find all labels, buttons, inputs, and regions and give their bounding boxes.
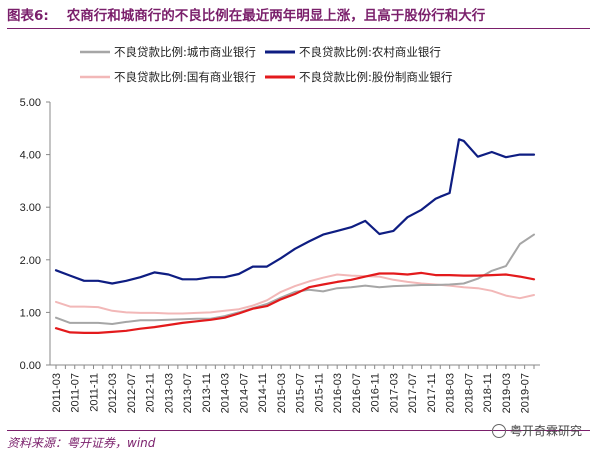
y-tick-label: 3.00 — [20, 202, 41, 214]
y-tick-label: 2.00 — [20, 255, 41, 267]
legend-label-city: 不良贷款比例:城市商业银行 — [114, 45, 256, 59]
x-tick-label: 2013-03 — [163, 373, 175, 413]
x-tick-label: 2014-03 — [220, 373, 232, 413]
legend-label-state: 不良贷款比例:国有商业银行 — [114, 70, 256, 84]
x-tick-label: 2018-11 — [482, 373, 494, 413]
figure-number: 图表6: — [7, 8, 49, 24]
series-line-state — [55, 273, 535, 315]
x-tick-label: 2017-11 — [426, 373, 438, 413]
x-tick-label: 2015-07 — [295, 373, 307, 413]
source-note: 资料来源：粤开证券，wind — [7, 436, 156, 450]
x-tick-label: 2018-07 — [463, 373, 475, 413]
figure-header: 图表6: 农商行和城商行的不良比例在最近两年明显上涨，且高于股份行和大行 — [7, 4, 592, 28]
x-tick-label: 2012-07 — [126, 373, 138, 413]
header-rule — [7, 28, 590, 29]
wechat-icon — [491, 423, 506, 438]
footer-rule — [7, 430, 590, 431]
watermark-text: 粤开奇霖研究 — [509, 424, 582, 438]
x-tick-label: 2016-03 — [332, 373, 344, 413]
x-tick-label: 2017-07 — [407, 373, 419, 413]
x-tick-label: 2016-07 — [351, 373, 363, 413]
y-tick-label: 4.00 — [20, 150, 41, 162]
x-tick-label: 2016-11 — [370, 373, 382, 413]
x-tick-label: 2011-03 — [51, 373, 63, 413]
figure-title: 农商行和城商行的不良比例在最近两年明显上涨，且高于股份行和大行 — [66, 8, 486, 24]
x-tick-label: 2017-03 — [388, 373, 400, 413]
x-tick-label: 2011-07 — [70, 373, 82, 413]
x-tick-label: 2018-03 — [445, 373, 457, 413]
x-tick-label: 2014-11 — [257, 373, 269, 413]
x-tick-label: 2014-07 — [238, 373, 250, 413]
x-tick-label: 2015-11 — [313, 373, 325, 413]
x-tick-label: 2013-11 — [201, 373, 213, 413]
x-tick-label: 2011-11 — [88, 373, 100, 412]
x-tick-label: 2015-03 — [276, 373, 288, 413]
line-chart: 0.00 1.00 2.00 3.00 4.00 5.00 2011-03 2011-07 20… — [20, 45, 540, 413]
series-line-rural — [54, 138, 536, 285]
legend-label-rural: 不良贷款比例:农村商业银行 — [299, 45, 441, 59]
y-tick-label: 5.00 — [20, 97, 41, 109]
y-tick-label: 1.00 — [20, 307, 41, 319]
x-tick-label: 2012-03 — [107, 373, 119, 413]
x-tick-label: 2013-07 — [182, 373, 194, 413]
x-tick-label: 2019-07 — [520, 373, 532, 413]
y-tick-label: 0.00 — [20, 360, 41, 372]
series-line-city — [55, 233, 535, 325]
legend-label-joint: 不良贷款比例:股份制商业银行 — [299, 70, 452, 84]
x-tick-label: 2012-11 — [145, 373, 157, 413]
watermark: 粤开奇霖研究 — [491, 422, 582, 439]
x-tick-label: 2019-03 — [501, 373, 513, 413]
series-line-joint — [54, 271, 536, 334]
